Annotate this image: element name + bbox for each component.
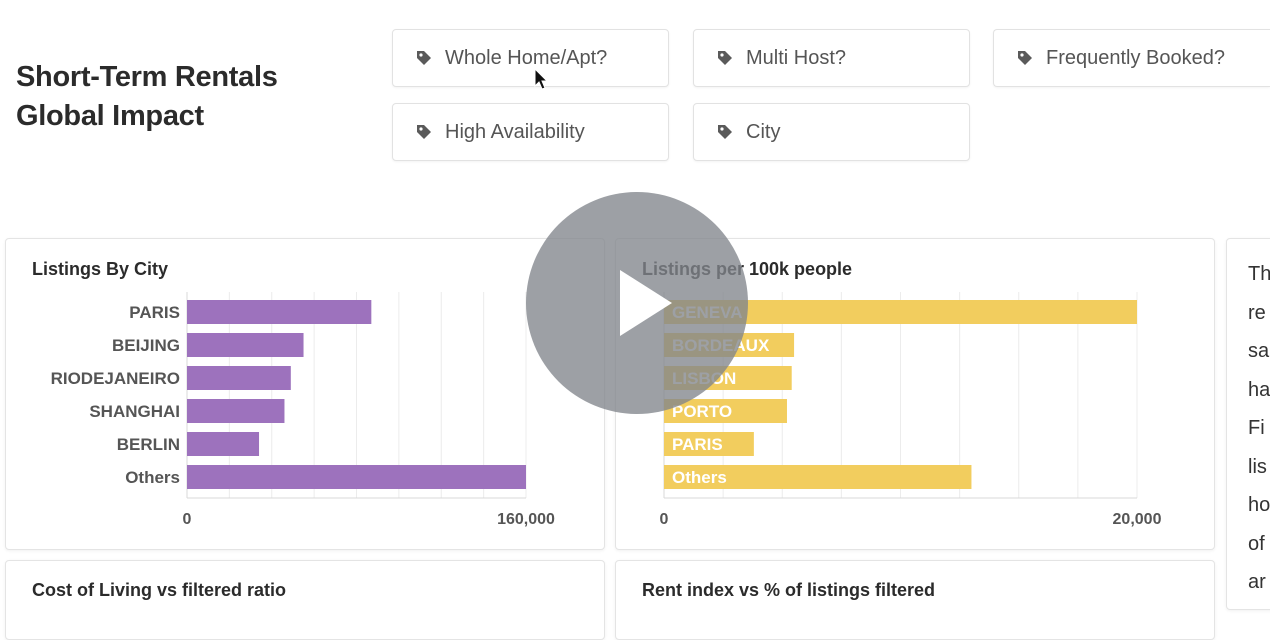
filter-high-availability[interactable]: High Availability [392, 103, 669, 161]
filter-label: City [746, 120, 781, 143]
tag-icon [1016, 49, 1034, 67]
description-line: of [1248, 532, 1265, 555]
play-icon [620, 270, 672, 336]
filter-multi-host[interactable]: Multi Host? [693, 29, 970, 87]
description-text: Th re sa ha Fi lis ho of ar [1248, 255, 1270, 602]
page-title: Short-Term Rentals Global Impact [16, 58, 346, 136]
description-line: ha [1248, 378, 1270, 401]
filter-label: Multi Host? [746, 46, 847, 69]
card-cost-of-living: Cost of Living vs filtered ratio [5, 560, 605, 640]
card-description [1226, 238, 1270, 610]
card-title: Rent index vs % of listings filtered [642, 580, 936, 600]
card-title: Cost of Living vs filtered ratio [32, 580, 287, 600]
tag-icon [415, 49, 433, 67]
description-line: ho [1248, 494, 1270, 516]
video-play-button[interactable] [526, 192, 748, 414]
page-title-line-1: Short-Term Rentals [16, 61, 278, 93]
description-line: Th [1248, 263, 1270, 285]
page-title-line-2: Global Impact [16, 100, 204, 132]
tag-icon [716, 123, 734, 141]
description-line: ar [1248, 571, 1266, 593]
filter-label: Whole Home/Apt? [445, 46, 608, 69]
card-listings-by-city: Listings By City [5, 238, 605, 550]
card-title: Listings By City [32, 259, 169, 279]
filter-whole-home[interactable]: Whole Home/Apt? [392, 29, 669, 87]
tag-icon [415, 123, 433, 141]
filter-label: High Availability [445, 120, 585, 143]
filter-city[interactable]: City [693, 103, 970, 161]
description-line: re [1248, 301, 1266, 324]
description-line: sa [1248, 340, 1270, 362]
description-line: Fi [1248, 417, 1265, 439]
description-line: lis [1248, 455, 1267, 478]
filter-label: Frequently Booked? [1046, 46, 1226, 69]
tag-icon [716, 49, 734, 67]
mouse-cursor-icon [534, 68, 549, 90]
card-rent-index: Rent index vs % of listings filtered [615, 560, 1215, 640]
filter-frequently-booked[interactable]: Frequently Booked? [993, 29, 1270, 87]
